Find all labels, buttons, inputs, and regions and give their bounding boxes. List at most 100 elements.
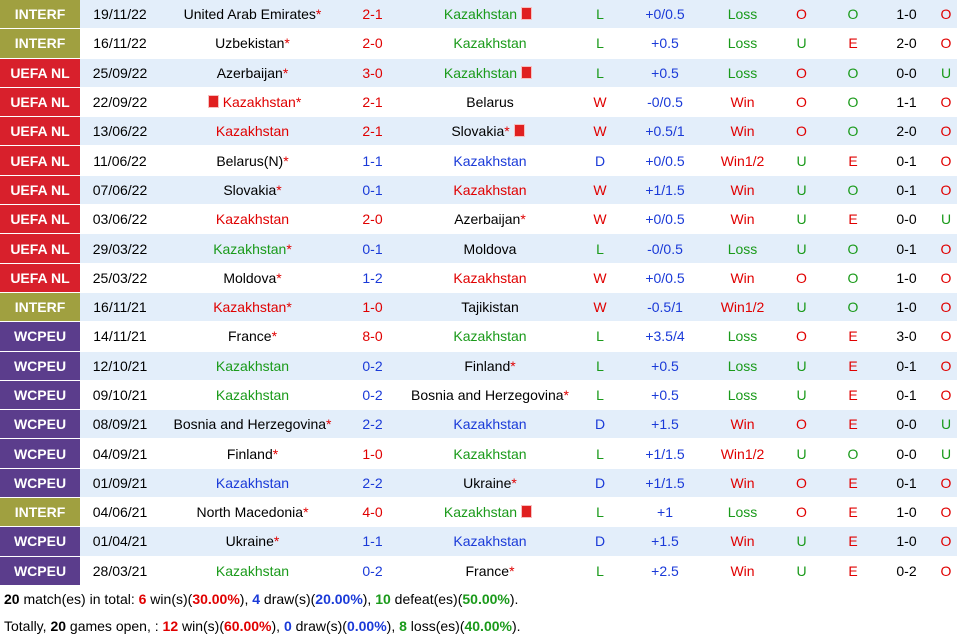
odd-even-text: O <box>847 181 859 198</box>
odd-even-text: O <box>847 269 859 286</box>
home-team-text: France* <box>227 328 278 345</box>
handicap-result-text: Loss <box>727 357 758 374</box>
competition-text: UEFA NL <box>10 181 70 198</box>
date-text: 04/06/21 <box>92 504 148 521</box>
summary-part: 20 <box>50 617 67 634</box>
summary-part: 50.00% <box>462 590 510 607</box>
odd-even: E <box>828 380 878 411</box>
away-team: Finland* <box>400 351 580 381</box>
over-under-text: U <box>796 240 807 257</box>
summary-part: 30.00% <box>192 590 240 607</box>
date-text: 11/06/22 <box>93 152 147 169</box>
half-time-text: 2-0 <box>896 35 917 52</box>
over-under-ht: O <box>935 468 957 499</box>
odd-even: O <box>828 233 878 264</box>
away-team-text: Belarus <box>466 94 514 111</box>
away-team: Slovakia* <box>400 116 580 147</box>
handicap: -0/0.5 <box>620 233 710 264</box>
handicap: +1/1.5 <box>620 468 710 499</box>
home-team: Kazakhstan <box>160 204 345 235</box>
over-under-ht: O <box>935 526 957 557</box>
date: 19/11/22 <box>80 0 160 30</box>
date-text: 09/10/21 <box>92 387 148 403</box>
summary-part: 6 <box>138 590 147 607</box>
competition-text: UEFA NL <box>10 123 70 140</box>
handicap-result-text: Loss <box>727 35 758 52</box>
handicap-text: +0.5 <box>651 387 679 403</box>
date-text: 28/03/21 <box>92 562 148 579</box>
home-team-text: United Arab Emirates* <box>183 6 322 23</box>
half-time-text: 1-0 <box>896 6 917 23</box>
over-under: O <box>775 321 828 352</box>
handicap-result: Win1/2 <box>710 292 775 323</box>
home-team: Kazakhstan <box>160 556 345 586</box>
competition: UEFA NL <box>0 58 80 88</box>
away-team: Azerbaijan* <box>400 204 580 235</box>
result-text: L <box>596 504 604 521</box>
over-under-ht-text: O <box>940 181 952 198</box>
competition: UEFA NL <box>0 263 80 293</box>
handicap-result: Loss <box>710 28 775 59</box>
result: L <box>580 351 620 381</box>
away-team-text: Kazakhstan <box>443 504 518 521</box>
over-under-ht: O <box>935 380 957 411</box>
home-team: Moldova* <box>160 263 345 293</box>
half-time-text: 0-0 <box>896 416 917 433</box>
odd-even-text: O <box>847 240 859 257</box>
summary-part: ), <box>362 590 376 607</box>
handicap-result: Win <box>710 263 775 293</box>
odd-even: O <box>828 87 878 118</box>
date-text: 19/11/22 <box>93 6 147 23</box>
home-team: Kazakhstan* <box>160 233 345 264</box>
over-under-ht-text: O <box>940 562 952 579</box>
over-under-text: U <box>796 152 807 169</box>
over-under-ht: O <box>935 0 957 30</box>
result: D <box>580 526 620 557</box>
home-team: North Macedonia* <box>160 497 345 528</box>
handicap-text: +1.5 <box>651 533 679 550</box>
competition-text: WCPEU <box>13 328 67 345</box>
over-under: O <box>775 58 828 88</box>
over-under-ht: O <box>935 87 957 118</box>
home-team-text: Moldova* <box>223 269 282 286</box>
date-text: 16/11/22 <box>93 35 147 52</box>
match-row: WCPEU 04/09/21 Finland* 1-0 Kazakhstan L +1/1.… <box>0 438 957 469</box>
half-time-text: 0-1 <box>896 240 917 257</box>
handicap: +0.5/1 <box>620 116 710 147</box>
over-under-ht-text: O <box>940 35 952 52</box>
result-text: D <box>594 416 606 433</box>
handicap-result: Win <box>710 175 775 206</box>
red-card-icon <box>207 95 219 109</box>
over-under-ht: U <box>935 58 957 88</box>
over-under: U <box>775 556 828 586</box>
result: L <box>580 380 620 411</box>
away-team-text: Kazakhstan <box>453 416 527 433</box>
date: 16/11/21 <box>80 292 160 323</box>
result-text: L <box>596 357 604 374</box>
score: 2-0 <box>345 28 400 59</box>
match-row: UEFA NL 07/06/22 Slovakia* 0-1 Kazakhstan W +1… <box>0 175 957 206</box>
result: W <box>580 116 620 147</box>
summary-line: Totally, 20 games open, : 12 win(s)(60.0… <box>0 613 957 640</box>
odd-even-text: E <box>848 35 858 52</box>
date: 14/11/21 <box>80 321 160 352</box>
result-text: L <box>596 387 604 403</box>
match-row: INTERF 16/11/21 Kazakhstan* 1-0 Tajikistan W -… <box>0 292 957 323</box>
score: 0-2 <box>345 556 400 586</box>
over-under-ht-text: U <box>940 416 952 433</box>
half-time: 0-1 <box>878 233 935 264</box>
half-time-text: 0-1 <box>896 152 917 169</box>
odd-even-text: E <box>848 504 858 521</box>
home-team: Finland* <box>160 438 345 469</box>
odd-even: E <box>828 468 878 499</box>
competition: WCPEU <box>0 351 80 381</box>
date-text: 01/04/21 <box>92 533 148 550</box>
match-row: UEFA NL 25/09/22 Azerbaijan* 3-0 Kazakhstan L… <box>0 58 957 88</box>
home-team: Kazakhstan <box>160 116 345 147</box>
odd-even: E <box>828 409 878 440</box>
over-under-ht: O <box>935 497 957 528</box>
over-under-ht-text: O <box>940 94 952 111</box>
away-team-text: Finland* <box>464 357 516 374</box>
score: 4-0 <box>345 497 400 528</box>
